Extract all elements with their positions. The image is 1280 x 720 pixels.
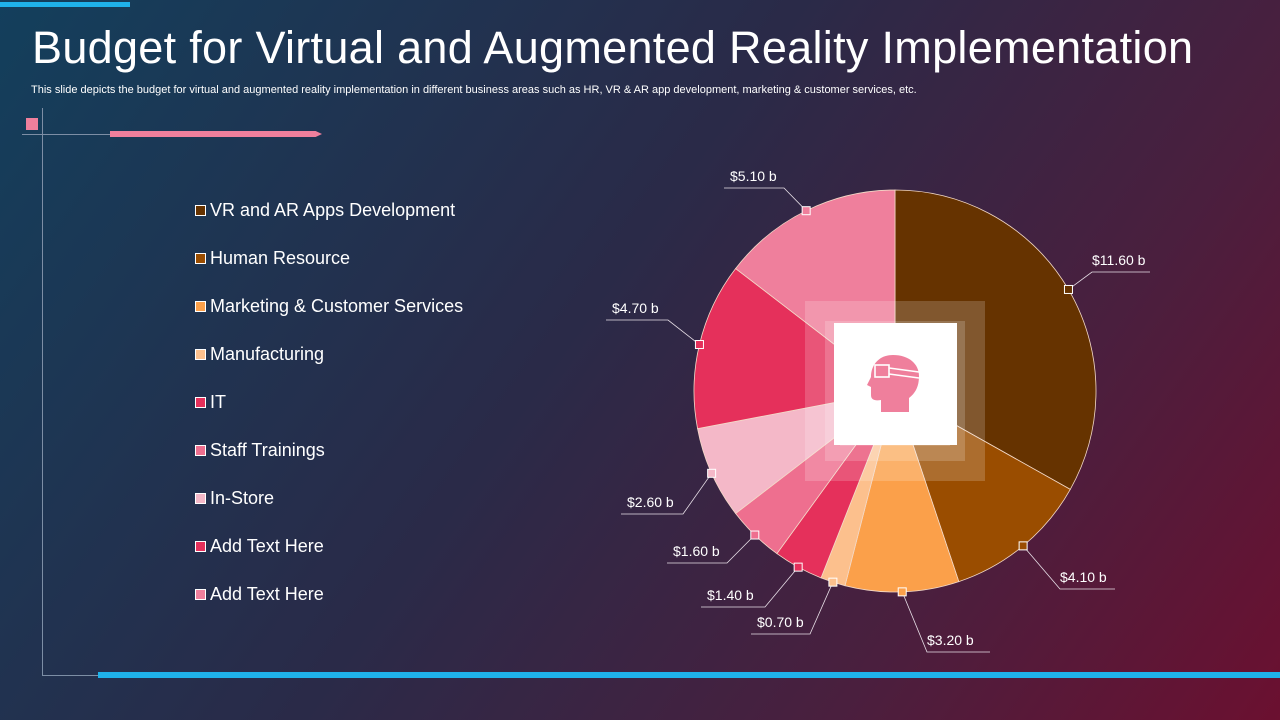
leader-line	[1022, 545, 1115, 590]
data-marker	[1063, 284, 1073, 294]
leader-line	[701, 566, 799, 608]
data-label: $4.10 b	[1060, 569, 1107, 585]
vr-headset-head-icon	[867, 355, 920, 412]
legend-item: Add Text Here	[195, 570, 463, 618]
bottom-accent-bar	[98, 672, 1280, 678]
legend-swatch	[195, 396, 206, 408]
legend-item: VR and AR Apps Development	[195, 186, 463, 234]
legend-label: Add Text Here	[210, 536, 324, 556]
legend-label: Add Text Here	[210, 584, 324, 604]
leader-line	[901, 591, 990, 653]
legend-item: Staff Trainings	[195, 426, 463, 474]
legend-swatch	[195, 252, 206, 264]
legend-label: IT	[210, 392, 226, 412]
data-marker	[694, 340, 704, 350]
legend-item: IT	[195, 378, 463, 426]
legend-swatch	[195, 444, 206, 456]
data-marker	[707, 468, 717, 478]
decor-bar	[110, 131, 322, 137]
leader-line	[724, 187, 807, 211]
legend-swatch	[195, 588, 206, 600]
data-marker	[801, 206, 811, 216]
data-label: $4.70 b	[612, 300, 659, 316]
legend-item: Add Text Here	[195, 522, 463, 570]
data-label: $2.60 b	[627, 494, 674, 510]
legend-swatch	[195, 300, 206, 312]
data-marker	[750, 530, 760, 540]
legend-swatch	[195, 204, 206, 216]
divider	[42, 675, 100, 676]
data-label: $1.40 b	[707, 587, 754, 603]
data-label: $5.10 b	[730, 168, 777, 184]
data-label: $0.70 b	[757, 614, 804, 630]
legend-label: Manufacturing	[210, 344, 325, 364]
legend-label: In-Store	[210, 488, 275, 508]
legend-label: VR and AR Apps Development	[210, 200, 456, 220]
leader-line	[751, 582, 834, 635]
legend-item: Manufacturing	[195, 330, 463, 378]
top-accent-bar	[0, 2, 130, 7]
leader-line	[667, 534, 756, 564]
divider	[42, 108, 43, 676]
leader-line	[621, 473, 712, 515]
legend-label: Human Resource	[210, 248, 351, 268]
legend-swatch	[195, 348, 206, 360]
page-title: Budget for Virtual and Augmented Reality…	[32, 22, 1194, 73]
legend-item: In-Store	[195, 474, 463, 522]
legend-item: Human Resource	[195, 234, 463, 282]
leader-line	[1068, 271, 1150, 290]
data-marker	[897, 587, 907, 597]
decor-square	[26, 118, 38, 130]
data-marker	[1018, 541, 1028, 551]
legend-swatch	[195, 492, 206, 504]
legend-swatch	[195, 540, 206, 552]
leader-line	[606, 319, 700, 345]
data-label: $1.60 b	[673, 543, 720, 559]
data-label: $3.20 b	[927, 632, 974, 648]
divider	[22, 134, 112, 135]
legend-item: Marketing & Customer Services	[195, 282, 463, 330]
page-subtitle: This slide depicts the budget for virtua…	[31, 84, 917, 96]
legend-label: Marketing & Customer Services	[210, 296, 464, 316]
data-marker	[828, 577, 838, 587]
legend-label: Staff Trainings	[210, 440, 325, 460]
data-marker	[793, 562, 803, 572]
data-label: $11.60 b	[1092, 252, 1146, 268]
chart-legend: VR and AR Apps Development Human Resource…	[195, 186, 463, 618]
